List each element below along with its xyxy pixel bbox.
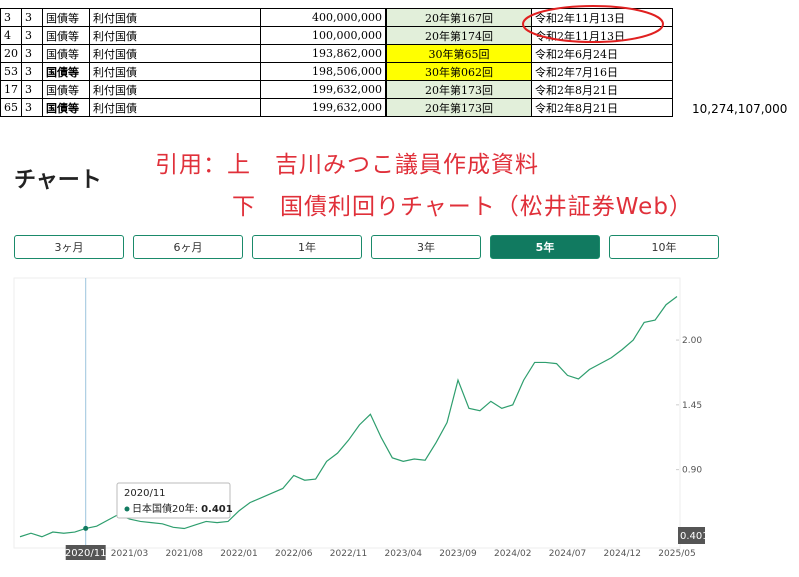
table-cell: 400,000,000 xyxy=(260,8,387,27)
table-cell: 国債等 xyxy=(42,44,90,63)
range-button[interactable]: 6ヶ月 xyxy=(133,235,243,259)
value-badge xyxy=(678,527,705,544)
table-cell: 3 xyxy=(0,8,22,27)
range-button[interactable]: 5年 xyxy=(490,235,600,259)
table-cell: 3 xyxy=(21,80,43,99)
table-cell: 17 xyxy=(0,80,22,99)
table-row: 17 3 国債等 利付国債 199,632,000 20年第173回 令和2年8月21日 xyxy=(0,80,673,99)
tooltip-value: 日本国債20年: 0.401 xyxy=(132,502,233,515)
table-cell: 100,000,000 xyxy=(260,26,387,45)
plot-area xyxy=(13,277,681,549)
table-row: 53 3 国債等 利付国債 198,506,000 30年第062回 令和2年7月16日 xyxy=(0,62,673,81)
table-cell: 令和2年11月13日 xyxy=(531,8,673,27)
table-cell: 3 xyxy=(21,44,43,63)
table-cell: 4 xyxy=(0,26,22,45)
data-table: 3 3 国債等 利付国債 400,000,000 20年第167回 令和2年11月13日 4 3… xyxy=(0,8,673,117)
table-cell: 国債等 xyxy=(42,62,90,81)
table-cell: 20 xyxy=(0,44,22,63)
current-value: 0.401 xyxy=(680,531,709,542)
x-tick-label: 2024/07 xyxy=(549,549,586,559)
y-tick-label: 1.45 xyxy=(682,401,702,411)
x-tick-label: 2022/06 xyxy=(275,549,313,559)
chart: 0.90 1.45 2.00 2020/11 2021/03 2021/08 2022/01… xyxy=(13,277,709,560)
table-cell: 198,506,000 xyxy=(260,62,387,81)
heading: チャート xyxy=(14,168,102,193)
table-cell: 3 xyxy=(21,62,43,81)
x-tick-label: 2020/11 xyxy=(65,548,107,559)
table-cell: 199,632,000 xyxy=(260,80,387,99)
x-tick-label: 2022/11 xyxy=(330,549,367,559)
tooltip xyxy=(116,482,231,519)
x-tick-label: 2024/02 xyxy=(494,549,531,559)
table-cell: 193,862,000 xyxy=(260,44,387,63)
table-cell: 国債等 xyxy=(42,98,90,117)
x-tick-label: 2021/03 xyxy=(111,549,148,559)
table-cell: 53 xyxy=(0,62,22,81)
x-tick-label: 2025/05 xyxy=(658,549,695,559)
table-cell: 3 xyxy=(21,8,43,27)
table-cell: 令和2年8月21日 xyxy=(531,98,673,117)
range-button[interactable]: 10年 xyxy=(609,235,719,259)
table-cell: 令和2年7月16日 xyxy=(531,62,673,81)
table-cell: 3 xyxy=(21,26,43,45)
tooltip-dot xyxy=(124,506,130,512)
tooltip-series: 日本国債20年: xyxy=(132,502,198,515)
table-cell: 利付国債 xyxy=(89,98,261,117)
table-cell: 令和2年8月21日 xyxy=(531,80,673,99)
table-cell: 20年第173回 xyxy=(385,80,532,99)
tooltip-number: 0.401 xyxy=(201,504,233,515)
table-cell: 利付国債 xyxy=(89,8,261,27)
note: 引用：上 吉川みつこ議員作成資料 xyxy=(155,152,539,178)
table-cell: 利付国債 xyxy=(89,80,261,99)
table-cell: 利付国債 xyxy=(89,26,261,45)
note: 下 国債利回りチャート（松井証券Web） xyxy=(232,194,693,220)
range-button[interactable]: 3年 xyxy=(371,235,481,259)
side-total: 10,274,107,000 xyxy=(692,102,788,116)
x-tick-label: 2023/04 xyxy=(385,549,423,559)
x-tick-label: 2024/12 xyxy=(604,549,641,559)
table-cell: 3 xyxy=(21,98,43,117)
y-tick-label: 0.90 xyxy=(682,466,702,476)
table-cell: 20年第167回 xyxy=(385,8,532,27)
table-cell: 利付国債 xyxy=(89,62,261,81)
table-row: 65 3 国債等 利付国債 199,632,000 20年第173回 令和2年8月21日 xyxy=(0,98,673,117)
highlight xyxy=(522,5,664,43)
table-cell: 20年第174回 xyxy=(385,26,532,45)
x-tick-label: 2023/09 xyxy=(439,549,477,559)
range-button[interactable]: 3ヶ月 xyxy=(14,235,124,259)
point xyxy=(83,525,89,531)
table-cell: 20年第173回 xyxy=(385,98,532,117)
line-series xyxy=(19,296,678,538)
table-cell: 令和2年6月24日 xyxy=(531,44,673,63)
table-row: 3 3 国債等 利付国債 400,000,000 20年第167回 令和2年11月13日 xyxy=(0,8,673,27)
table-cell: 国債等 xyxy=(42,80,90,99)
tooltip-date: 2020/11 xyxy=(124,488,166,499)
table-cell: 65 xyxy=(0,98,22,117)
x-tick-label: 2022/01 xyxy=(220,549,257,559)
x-tick-label: 2021/08 xyxy=(166,549,204,559)
table-cell: 利付国債 xyxy=(89,44,261,63)
y-tick-label: 2.00 xyxy=(682,336,702,346)
table-cell: 国債等 xyxy=(42,26,90,45)
table-cell: 199,632,000 xyxy=(260,98,387,117)
range-button[interactable]: 1年 xyxy=(252,235,362,259)
x-label-highlight xyxy=(65,545,106,560)
table-cell: 国債等 xyxy=(42,8,90,27)
table-cell: 30年第65回 xyxy=(385,44,532,63)
table-cell: 30年第062回 xyxy=(385,62,532,81)
